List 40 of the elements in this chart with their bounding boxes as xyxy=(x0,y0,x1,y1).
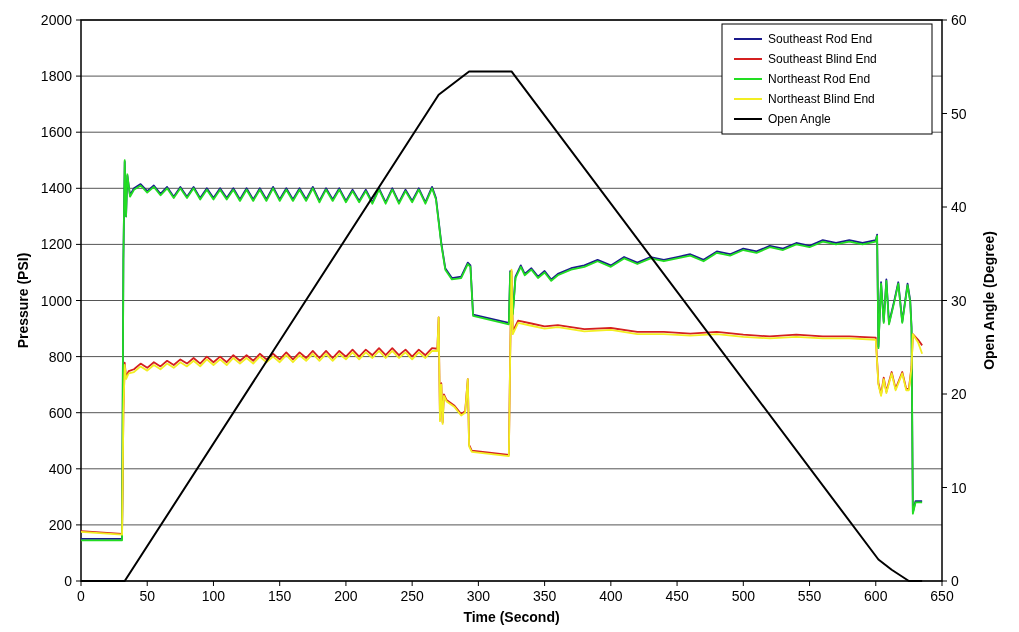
y2-tick-label: 20 xyxy=(951,386,967,402)
x-tick-label: 650 xyxy=(930,588,954,604)
legend-label: Southeast Rod End xyxy=(768,32,873,46)
y-axis-title: Pressure (PSI) xyxy=(15,252,31,349)
legend-label: Southeast Blind End xyxy=(768,52,877,66)
x-tick-label: 0 xyxy=(77,588,86,604)
y2-tick-label: 30 xyxy=(951,292,967,309)
x-tick-label: 100 xyxy=(201,588,226,604)
x-tick-label: 400 xyxy=(599,588,623,604)
y-tick-label: 1000 xyxy=(40,292,73,309)
y2-tick-label: 10 xyxy=(951,479,967,496)
x-tick-label: 500 xyxy=(731,588,756,604)
y2-tick-label: 60 xyxy=(951,12,967,28)
y-tick-label: 1800 xyxy=(40,68,73,85)
y-tick-label: 200 xyxy=(48,516,73,533)
y2-axis-title: Open Angle (Degree) xyxy=(981,231,997,370)
y-tick-label: 800 xyxy=(48,348,73,365)
y-tick-label: 0 xyxy=(64,573,73,589)
legend-label: Northeast Rod End xyxy=(768,72,871,86)
x-tick-label: 550 xyxy=(797,588,822,604)
x-tick-label: 300 xyxy=(466,588,491,604)
x-tick-label: 150 xyxy=(268,588,292,604)
x-tick-label: 250 xyxy=(400,588,425,604)
x-tick-label: 50 xyxy=(139,588,156,604)
y-tick-label: 600 xyxy=(48,404,73,421)
y-tick-label: 2000 xyxy=(40,12,73,28)
x-tick-label: 350 xyxy=(532,588,557,604)
y-tick-label: 400 xyxy=(48,460,73,477)
x-tick-label: 600 xyxy=(864,588,888,604)
y2-tick-label: 50 xyxy=(951,105,967,122)
x-tick-label: 450 xyxy=(665,588,689,604)
y-tick-label: 1400 xyxy=(40,180,73,197)
x-axis-title: Time (Second) xyxy=(463,609,560,625)
y2-tick-label: 0 xyxy=(951,573,959,589)
legend-label: Northeast Blind End xyxy=(768,92,875,106)
x-tick-label: 200 xyxy=(334,588,358,604)
y2-tick-label: 40 xyxy=(951,199,967,215)
legend-label: Open Angle xyxy=(768,112,832,126)
y-tick-label: 1200 xyxy=(40,236,73,253)
y-tick-label: 1600 xyxy=(40,124,73,141)
